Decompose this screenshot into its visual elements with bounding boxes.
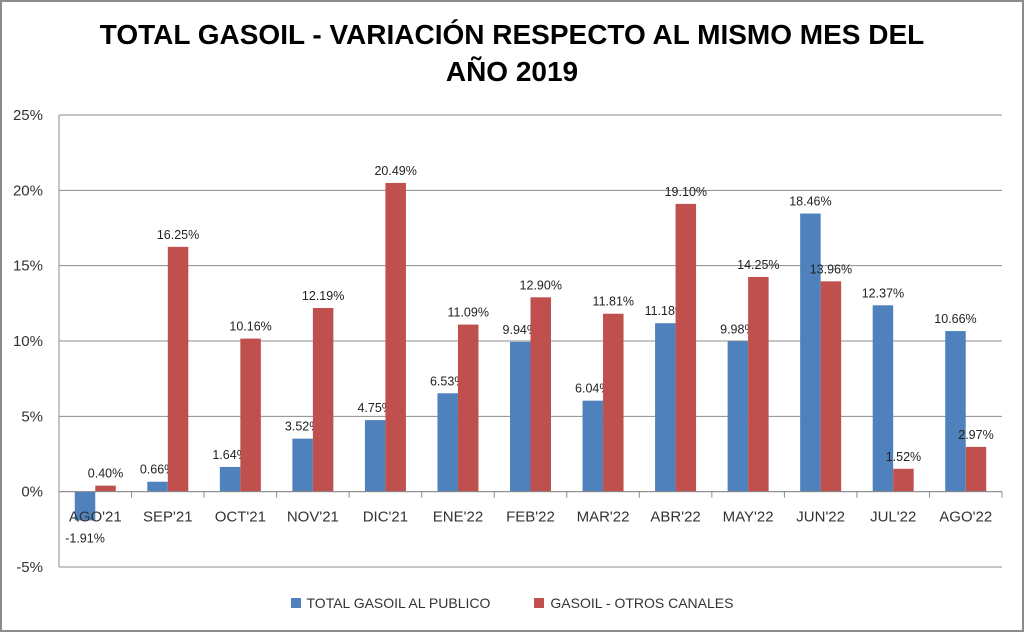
x-category-label: FEB'22: [506, 509, 555, 526]
data-label: 18.46%: [789, 195, 831, 209]
bar-otros-canales: [530, 297, 551, 492]
bar-publico: [510, 341, 531, 492]
data-label: 1.64%: [212, 448, 247, 462]
bar-publico: [872, 305, 894, 492]
data-label: 1.52%: [886, 450, 921, 464]
data-label: 11.09%: [447, 306, 488, 320]
legend-label-publico: TOTAL GASOIL AL PUBLICO: [306, 595, 491, 611]
data-label: 9.98%: [720, 322, 755, 336]
y-tick-label: 15%: [13, 258, 43, 275]
bar-publico: [655, 323, 676, 492]
bar-otros-canales: [312, 308, 334, 492]
bar-otros-canales: [95, 485, 116, 492]
x-category-label: JUL'22: [870, 509, 916, 526]
x-category-label: MAY'22: [723, 509, 774, 526]
bar-otros-canales: [240, 338, 261, 492]
bar-publico: [582, 400, 604, 492]
legend-swatch-publico: [290, 598, 301, 608]
data-label: 14.25%: [737, 258, 779, 272]
data-label: 20.49%: [374, 164, 416, 178]
data-label: 0.40%: [88, 467, 123, 481]
data-label: 13.96%: [810, 262, 852, 276]
y-tick-label: 0%: [21, 484, 43, 501]
x-category-label: SEP'21: [143, 509, 193, 526]
data-label: 0.66%: [140, 463, 175, 477]
bar-otros-canales: [893, 468, 914, 492]
x-category-label: DIC'21: [363, 509, 408, 526]
data-label: 10.16%: [229, 320, 271, 334]
x-category-label: AGO'21: [69, 509, 122, 526]
data-label: 2.97%: [958, 428, 993, 442]
data-label: 3.52%: [285, 420, 320, 434]
bar-publico: [292, 438, 313, 492]
data-label: -1.91%: [65, 531, 105, 545]
data-label: 12.37%: [862, 286, 904, 300]
legend-label-otros-canales: GASOIL - OTROS CANALES: [550, 595, 734, 611]
y-tick-label: 20%: [13, 182, 43, 199]
bar-publico: [437, 393, 458, 492]
bar-otros-canales: [748, 276, 769, 492]
data-label: 10.66%: [934, 312, 976, 326]
bar-publico: [727, 341, 749, 492]
x-category-label: MAR'22: [577, 509, 630, 526]
bar-publico: [945, 331, 966, 492]
data-label: 4.75%: [357, 401, 392, 415]
chart-title-line-2: AÑO 2019: [445, 56, 579, 87]
x-category-label: NOV'21: [287, 509, 339, 526]
data-label: 9.94%: [503, 323, 538, 337]
bar-publico: [147, 481, 168, 492]
data-label: 12.19%: [302, 289, 344, 303]
x-category-label: JUN'22: [796, 509, 845, 526]
chart-title: TOTAL GASOIL - VARIACIÓN RESPECTO AL MIS…: [0, 16, 1024, 90]
data-label: 6.04%: [575, 382, 610, 396]
legend: TOTAL GASOIL AL PUBLICO GASOIL - OTROS C…: [0, 595, 1024, 611]
data-label: 12.90%: [520, 278, 562, 292]
legend-item-publico: TOTAL GASOIL AL PUBLICO: [290, 595, 491, 611]
bar-publico: [364, 420, 386, 492]
legend-item-otros-canales: GASOIL - OTROS CANALES: [534, 595, 733, 611]
bar-otros-canales: [675, 203, 697, 492]
data-label: 16.25%: [157, 228, 199, 242]
y-tick-label: 10%: [13, 333, 43, 350]
y-tick-label: -5%: [16, 559, 43, 576]
bar-otros-canales: [167, 246, 189, 492]
x-category-label: OCT'21: [215, 509, 266, 526]
x-category-label: ENE'22: [433, 509, 483, 526]
y-tick-label: 25%: [13, 107, 43, 124]
data-label: 19.10%: [665, 185, 707, 199]
bar-publico: [219, 466, 241, 492]
bar-otros-canales: [457, 324, 479, 492]
data-label: 6.53%: [430, 374, 465, 388]
data-label: 11.81%: [593, 295, 634, 309]
bar-publico: [800, 213, 821, 492]
legend-swatch-otros-canales: [534, 598, 545, 608]
x-category-label: AGO'22: [939, 509, 992, 526]
y-tick-label: 5%: [21, 408, 43, 425]
bar-otros-canales: [603, 313, 624, 492]
bar-otros-canales: [385, 182, 406, 492]
bar-otros-canales: [820, 281, 842, 492]
chart-title-line-1: TOTAL GASOIL - VARIACIÓN RESPECTO AL MIS…: [99, 19, 925, 50]
bar-otros-canales: [965, 446, 987, 492]
bar-publico: [74, 491, 96, 521]
x-category-label: ABR'22: [650, 509, 700, 526]
